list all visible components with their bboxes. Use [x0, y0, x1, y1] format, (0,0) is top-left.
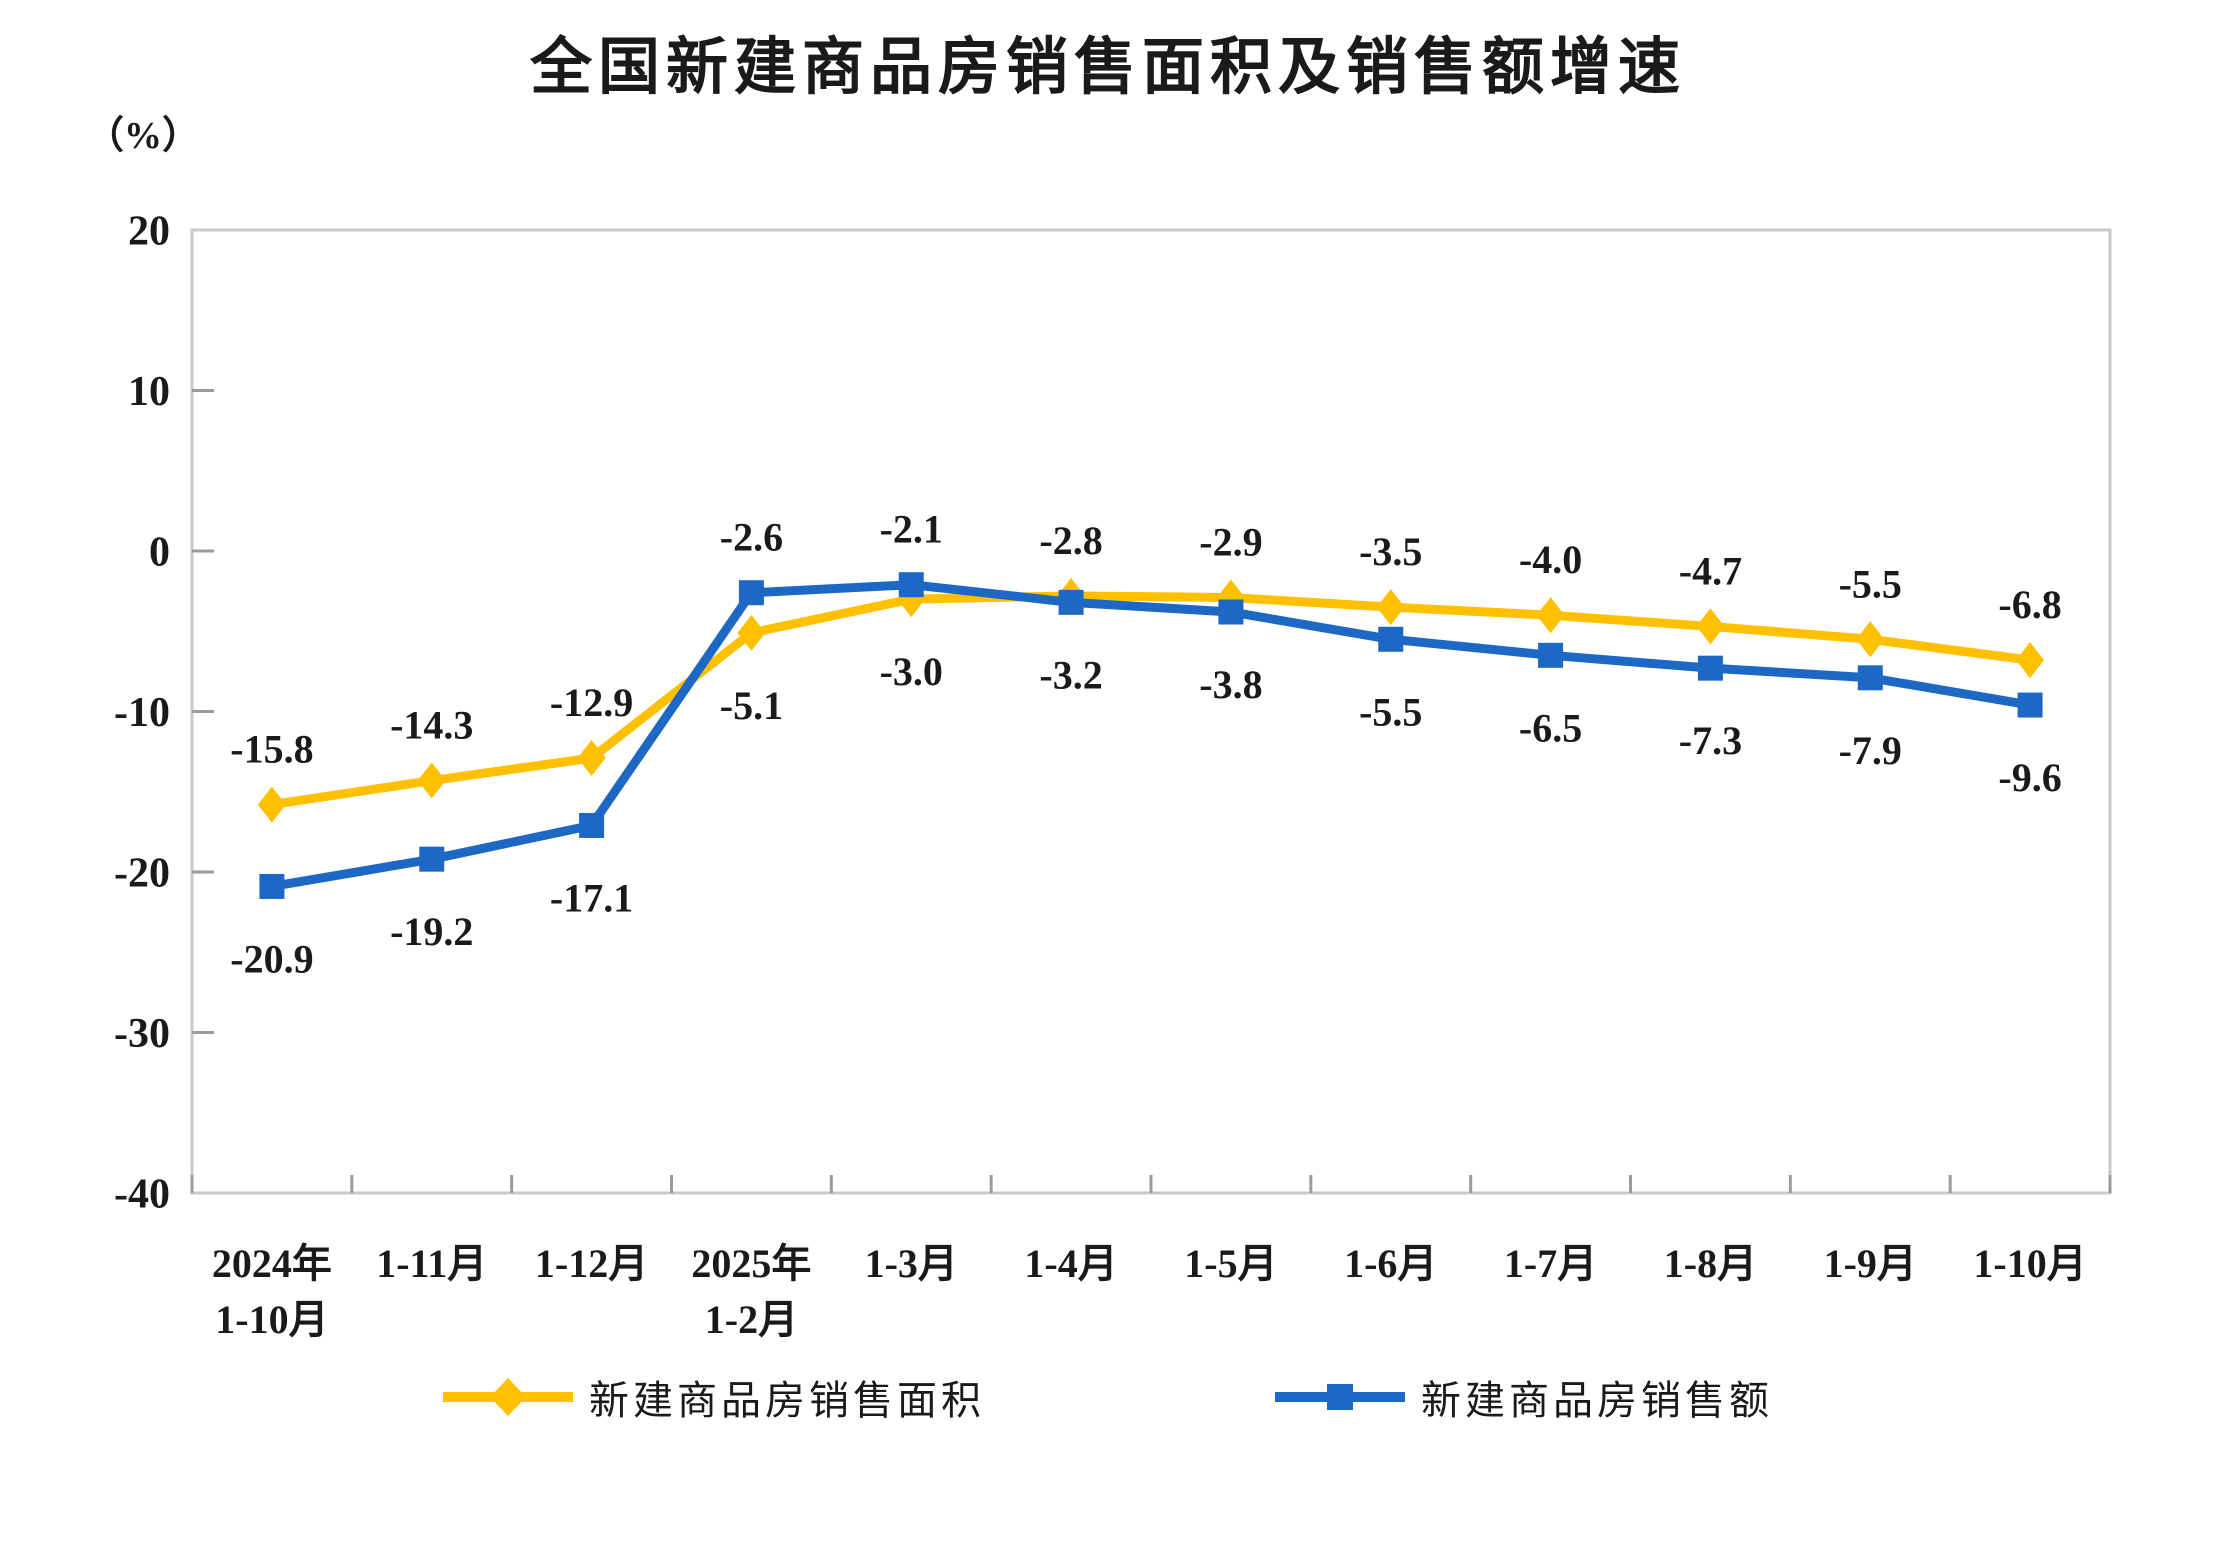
data-label: -3.8 [1199, 662, 1262, 707]
data-label: -4.7 [1679, 548, 1742, 593]
x-axis-tick-label: 1-4月 [1024, 1241, 1117, 1286]
legend-item-sales-area: 新建商品房销售面积 [443, 1368, 985, 1426]
data-point-marker [257, 786, 286, 823]
data-point-marker [737, 614, 766, 651]
data-label: -12.9 [550, 680, 633, 725]
x-axis-tick-label: 1-5月 [1184, 1241, 1277, 1286]
data-label: -3.0 [880, 649, 943, 694]
data-point-marker [1058, 589, 1084, 615]
data-label: -4.0 [1519, 537, 1582, 582]
x-axis-tick-label: 1-12月 [535, 1241, 648, 1286]
sales-area-swatch [443, 1378, 573, 1416]
data-label: -7.3 [1679, 718, 1742, 763]
y-axis-tick-label: -10 [114, 690, 170, 736]
data-label: -2.6 [720, 515, 783, 560]
y-axis-tick-label: -40 [114, 1172, 170, 1218]
x-axis-tick-label: 1-7月 [1504, 1241, 1597, 1286]
x-axis-tick-label: 2024年 1-10月 [212, 1241, 332, 1342]
data-label: -9.6 [1998, 755, 2061, 800]
data-point-marker [417, 762, 446, 799]
x-axis-tick-label: 1-8月 [1664, 1241, 1757, 1286]
data-point-marker [1857, 665, 1883, 691]
data-label: -14.3 [390, 703, 473, 748]
data-label: -5.5 [1839, 561, 1902, 606]
x-axis-tick-label: 1-11月 [376, 1241, 487, 1286]
data-label: -17.1 [550, 875, 633, 920]
x-axis-tick-label: 1-3月 [865, 1241, 958, 1286]
data-label: -7.9 [1839, 728, 1902, 773]
x-axis-tick-label: 1-10月 [1973, 1241, 2086, 1286]
data-point-marker [259, 873, 285, 899]
data-point-marker [1856, 621, 1885, 658]
data-label: -19.2 [390, 909, 473, 954]
series-line-1 [267, 580, 2035, 891]
legend-label-sales-amount: 新建商品房销售额 [1421, 1378, 1773, 1423]
x-axis-tick-label: 1-9月 [1824, 1241, 1917, 1286]
data-point-marker [577, 740, 606, 777]
data-label: -2.1 [880, 507, 943, 552]
data-point-marker [738, 580, 764, 606]
data-point-marker [579, 812, 605, 838]
data-point-marker [1697, 655, 1723, 681]
y-axis-tick-label: -20 [114, 851, 170, 897]
x-axis-tick-label: 1-6月 [1344, 1241, 1437, 1286]
sales-amount-swatch [1275, 1384, 1405, 1410]
plot-border [190, 228, 2112, 1195]
data-label: -20.9 [230, 936, 313, 981]
data-point-marker [2017, 692, 2043, 718]
chart-legend: 新建商品房销售面积 新建商品房销售额 [0, 1368, 2216, 1426]
data-point-marker [898, 572, 924, 598]
data-point-marker [1218, 599, 1244, 625]
y-axis-tick-label: -30 [114, 1011, 170, 1057]
legend-item-sales-amount: 新建商品房销售额 [1275, 1368, 1773, 1426]
square-marker-icon [1327, 1384, 1353, 1410]
chart-title: 全国新建商品房销售面积及销售额增速 [529, 34, 1686, 102]
y-axis-tick-label: 0 [149, 530, 170, 576]
data-point-marker [1378, 626, 1404, 652]
legend-label-sales-area: 新建商品房销售面积 [589, 1378, 985, 1423]
series-line-0 [267, 591, 2035, 810]
data-point-marker [1538, 642, 1564, 668]
data-label: -6.8 [1998, 582, 2061, 627]
y-axis-tick-label: 10 [128, 369, 170, 415]
data-point-marker [419, 846, 445, 872]
diamond-marker-icon [490, 1378, 526, 1416]
y-axis-unit-label: （%） [86, 115, 201, 157]
data-label: -5.1 [720, 683, 783, 728]
x-axis-tick-label: 2025年 1-2月 [691, 1241, 811, 1342]
data-label: -5.5 [1359, 689, 1422, 734]
data-label: -6.5 [1519, 705, 1582, 750]
data-point-marker [1696, 608, 1725, 645]
data-point-marker [2016, 642, 2045, 679]
data-label: -2.8 [1039, 518, 1102, 563]
data-label: -3.5 [1359, 529, 1422, 574]
data-point-marker [1376, 589, 1405, 626]
data-point-marker [1536, 597, 1565, 634]
data-label: -2.9 [1199, 520, 1262, 565]
y-axis-tick-label: 20 [128, 209, 170, 255]
data-label: -15.8 [230, 727, 313, 772]
data-label: -3.2 [1039, 652, 1102, 697]
